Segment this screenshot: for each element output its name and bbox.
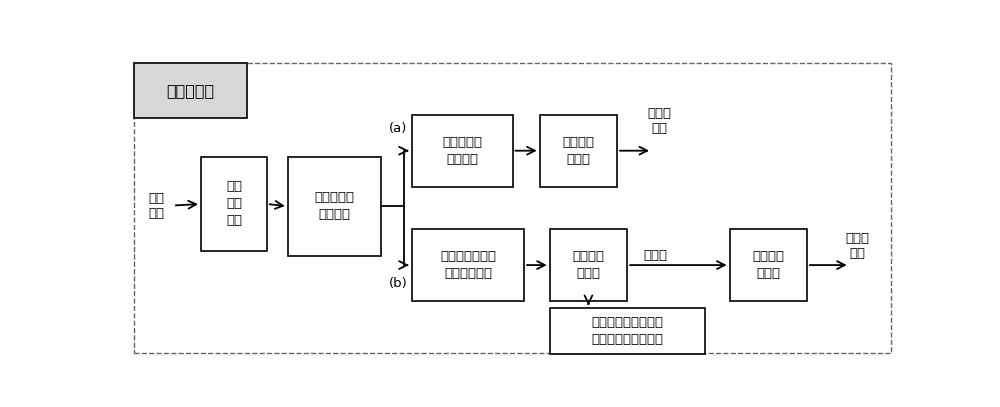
Text: 时频
分布
变换: 时频 分布 变换 [226, 180, 242, 228]
Text: 主信号抑制: 主信号抑制 [166, 83, 215, 98]
FancyBboxPatch shape [540, 115, 617, 187]
Text: 时频分布
反变换: 时频分布 反变换 [572, 250, 604, 280]
Text: 确定主信号
分量区域: 确定主信号 分量区域 [314, 191, 354, 221]
FancyBboxPatch shape [412, 115, 512, 187]
Text: 时频分布
反变换: 时频分布 反变换 [562, 136, 594, 166]
FancyBboxPatch shape [201, 157, 267, 251]
Text: 主信号分量
系数置零: 主信号分量 系数置零 [442, 136, 482, 166]
Text: (a): (a) [389, 122, 407, 135]
FancyBboxPatch shape [288, 157, 381, 256]
FancyBboxPatch shape [730, 229, 807, 301]
Text: 抑制后
信号: 抑制后 信号 [845, 232, 869, 260]
FancyBboxPatch shape [412, 229, 524, 301]
Text: 原信号减
主信号: 原信号减 主信号 [752, 250, 784, 280]
FancyBboxPatch shape [550, 308, 705, 354]
Text: 其他处理（调制方式
识别、参数估计等）: 其他处理（调制方式 识别、参数估计等） [591, 316, 663, 346]
FancyBboxPatch shape [550, 229, 627, 301]
Text: 主信号: 主信号 [644, 249, 668, 262]
Text: 信号
输入: 信号 输入 [148, 192, 164, 219]
Text: (b): (b) [388, 278, 407, 290]
Text: 除主信号分量外
其他系数置零: 除主信号分量外 其他系数置零 [440, 250, 496, 280]
FancyBboxPatch shape [134, 63, 247, 118]
Text: 抑制后
信号: 抑制后 信号 [648, 107, 672, 135]
